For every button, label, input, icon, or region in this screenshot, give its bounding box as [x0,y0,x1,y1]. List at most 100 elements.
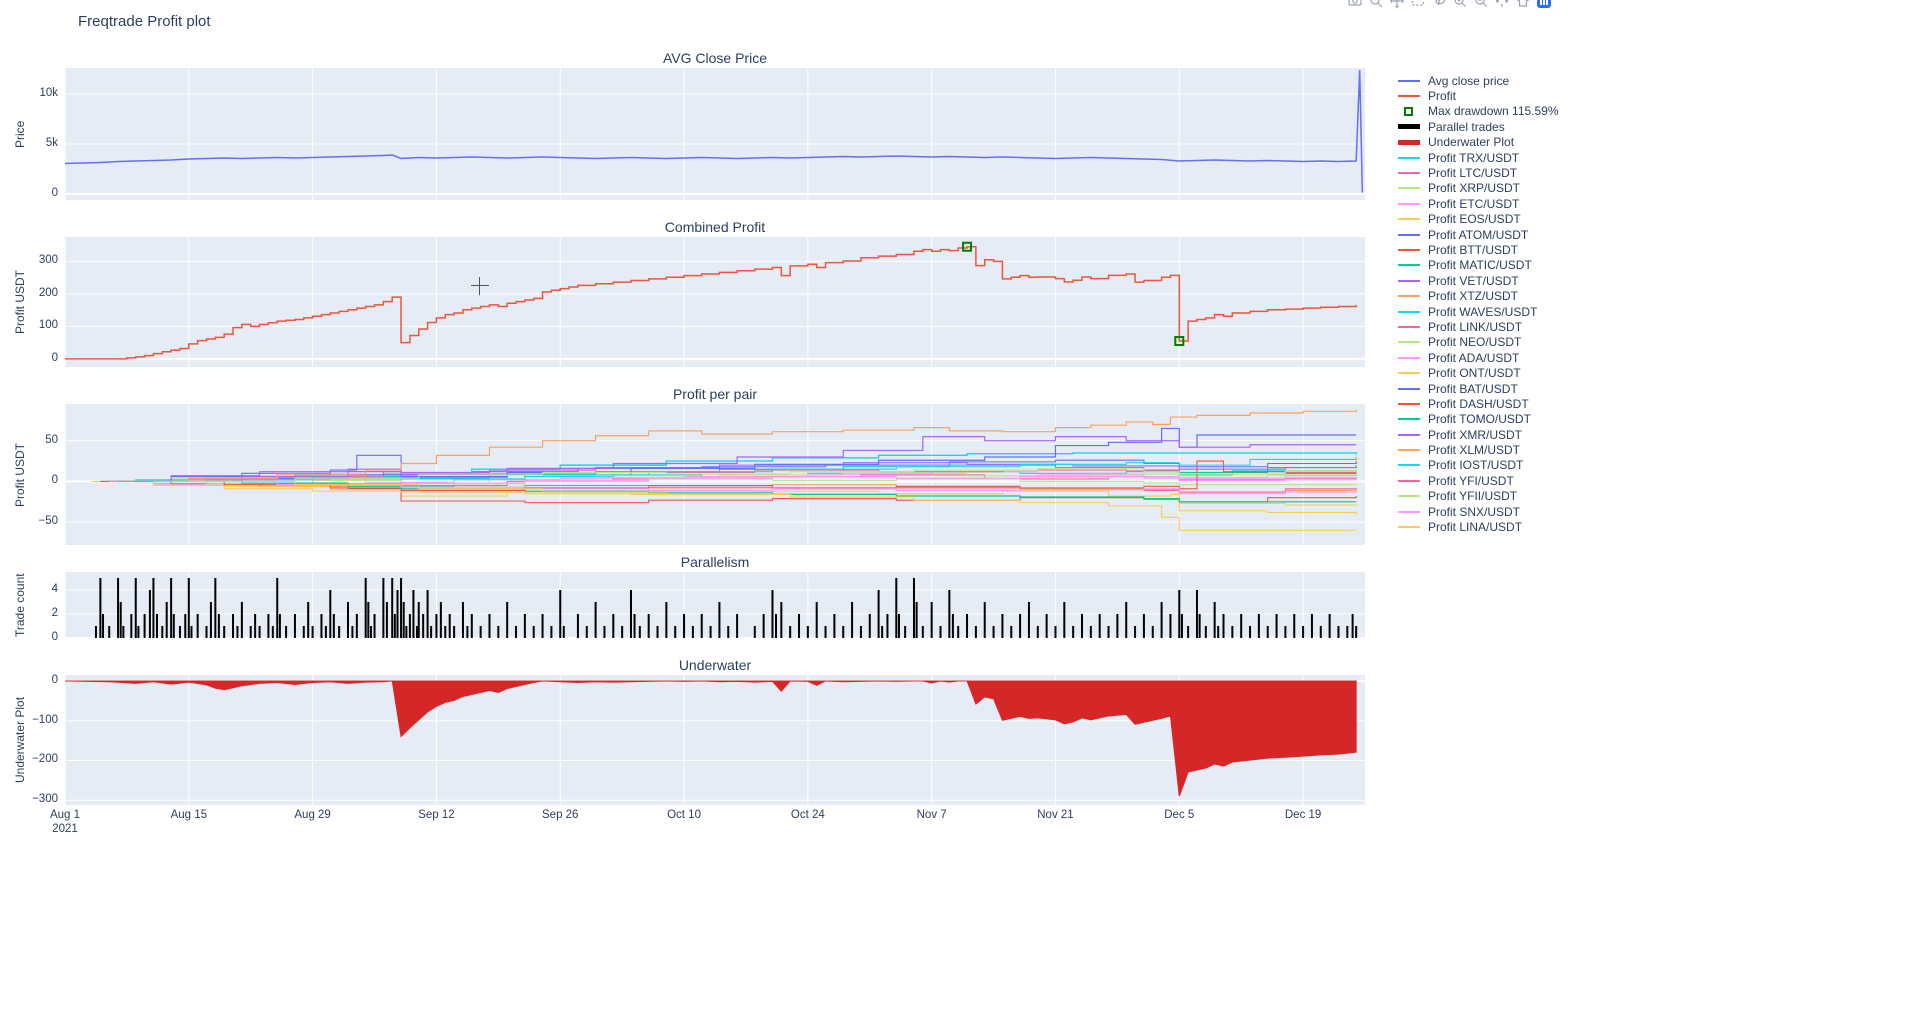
legend-label: Profit [1428,89,1457,104]
series-profit-yfii-usdt[interactable] [188,467,1357,482]
legend-item-profit-xrp-usdt[interactable]: Profit XRP/USDT [1398,181,1559,196]
plot-area-avg-close-price[interactable] [65,68,1365,200]
legend-item-profit-vet-usdt[interactable]: Profit VET/USDT [1398,273,1559,288]
download-plot-icon[interactable] [1347,0,1363,9]
legend-item-profit-link-usdt[interactable]: Profit LINK/USDT [1398,319,1559,334]
series-profit[interactable] [65,246,1357,360]
legend-item-profit-neo-usdt[interactable]: Profit NEO/USDT [1398,335,1559,350]
series-profit-vet-usdt[interactable] [109,462,1357,482]
series-profit-snx-usdt[interactable] [153,480,1357,495]
legend-line-icon [1398,248,1420,251]
plotly-logo-icon[interactable] [1536,0,1552,9]
y-tick-label: 0 [51,187,58,199]
legend-item-profit-matic-usdt[interactable]: Profit MATIC/USDT [1398,258,1559,273]
autoscale-icon[interactable] [1494,0,1510,9]
legend-item-profit[interactable]: Profit [1398,88,1559,103]
series-parallel-trades[interactable] [94,578,1358,638]
series-profit-xlm-usdt[interactable] [109,409,1357,483]
y-tick-label: −100 [32,713,58,726]
legend-item-profit-iost-usdt[interactable]: Profit IOST/USDT [1398,458,1559,473]
legend-item-profit-yfi-usdt[interactable]: Profit YFI/USDT [1398,473,1559,488]
legend-item-profit-ont-usdt[interactable]: Profit ONT/USDT [1398,365,1559,380]
zoom-in-icon[interactable] [1452,0,1468,9]
legend-line-icon [1398,295,1420,298]
legend-line-icon [1398,264,1420,267]
legend-item-avg-close-price[interactable]: Avg close price [1398,73,1559,88]
legend-line-icon [1398,79,1420,82]
plot-area-parallelism[interactable] [65,572,1365,638]
subplot-underwater: Underwater Underwater Plot 0 −100 −200 −300 [0,657,1910,823]
lasso-select-icon[interactable] [1431,0,1447,9]
legend-line-icon [1398,402,1420,405]
x-tick-label: Aug 15 [170,809,208,821]
legend-item-max-drawdown-115-59-[interactable]: Max drawdown 115.59% [1398,104,1559,119]
legend-item-profit-lina-usdt[interactable]: Profit LINA/USDT [1398,519,1559,534]
legend-label: Avg close price [1428,73,1510,88]
subplot-title: Combined Profit [664,219,766,235]
y-tick-label: 50 [45,433,58,446]
legend-line-icon [1398,95,1420,98]
legend-item-profit-atom-usdt[interactable]: Profit ATOM/USDT [1398,227,1559,242]
legend-label: Profit XMR/USDT [1428,427,1523,442]
box-select-icon[interactable] [1410,0,1426,9]
pan-icon[interactable] [1389,0,1405,9]
legend-label: Profit TRX/USDT [1428,150,1520,165]
legend-label: Profit ADA/USDT [1428,350,1520,365]
series-profit-xmr-usdt[interactable] [153,436,1357,483]
plotly-modebar [1347,0,1552,9]
legend-item-profit-snx-usdt[interactable]: Profit SNX/USDT [1398,504,1559,519]
legend-label: Profit MATIC/USDT [1428,258,1532,273]
legend-label: Profit TOMO/USDT [1428,412,1531,427]
series-profit-neo-usdt[interactable] [126,478,1357,486]
plot-background [65,572,1365,638]
legend-item-profit-xmr-usdt[interactable]: Profit XMR/USDT [1398,427,1559,442]
series-profit-iost-usdt[interactable] [118,456,1357,482]
y-tick-label: 300 [38,254,58,267]
legend-line-icon [1398,187,1420,190]
legend-item-profit-etc-usdt[interactable]: Profit ETC/USDT [1398,196,1559,211]
legend-item-profit-trx-usdt[interactable]: Profit TRX/USDT [1398,150,1559,165]
legend-item-profit-dash-usdt[interactable]: Profit DASH/USDT [1398,396,1559,411]
series-profit-dash-usdt[interactable] [135,460,1357,491]
y-tick-label: 2 [51,607,58,619]
legend-item-profit-ada-usdt[interactable]: Profit ADA/USDT [1398,350,1559,365]
series-underwater[interactable] [65,680,1357,797]
zoom-out-icon[interactable] [1473,0,1489,9]
plot-area-profit-per-pair[interactable] [65,404,1365,545]
y-tick-label: 0 [51,474,58,487]
legend-label: Profit YFII/USDT [1428,489,1518,504]
plot-area-underwater[interactable] [65,675,1365,805]
legend-item-profit-bat-usdt[interactable]: Profit BAT/USDT [1398,381,1559,396]
legend-item-profit-waves-usdt[interactable]: Profit WAVES/USDT [1398,304,1559,319]
zoom-icon[interactable] [1368,0,1384,9]
legend-line-icon [1398,310,1420,313]
plot-area-combined-profit[interactable] [65,237,1365,367]
legend-item-profit-xlm-usdt[interactable]: Profit XLM/USDT [1398,442,1559,457]
legend-item-profit-xtz-usdt[interactable]: Profit XTZ/USDT [1398,288,1559,303]
series-profit-bat-usdt[interactable] [153,427,1357,483]
legend-line-icon [1398,433,1420,436]
combined-profit-canvas[interactable] [65,237,1365,367]
x-tick-label: Oct 10 [667,809,701,821]
max-drawdown-markers[interactable] [962,241,1185,346]
profit-per-pair-canvas[interactable] [65,404,1365,545]
reset-axes-icon[interactable] [1515,0,1531,9]
legend-item-profit-eos-usdt[interactable]: Profit EOS/USDT [1398,212,1559,227]
legend-line-icon [1398,479,1420,482]
legend-item-profit-btt-usdt[interactable]: Profit BTT/USDT [1398,242,1559,257]
series-avg-close-price[interactable] [65,69,1364,193]
legend-line-icon [1398,202,1420,205]
legend-item-profit-yfii-usdt[interactable]: Profit YFII/USDT [1398,489,1559,504]
subplot-profit-per-pair: Profit per pair Profit USDT −50 0 50 [0,386,1910,552]
legend-item-parallel-trades[interactable]: Parallel trades [1398,119,1559,134]
legend-item-profit-ltc-usdt[interactable]: Profit LTC/USDT [1398,165,1559,180]
legend-item-profit-tomo-usdt[interactable]: Profit TOMO/USDT [1398,412,1559,427]
subplot-title: Parallelism [680,554,750,570]
x-axis-labels: Aug 1 2021 Aug 15 Aug 29 Sep 12 Sep 26 Oct 10 O… [50,808,1365,842]
legend-item-underwater-plot[interactable]: Underwater Plot [1398,135,1559,150]
avg-close-price-canvas[interactable] [65,68,1365,200]
series-profit-lina-usdt[interactable] [171,480,1357,531]
underwater-canvas[interactable] [65,675,1365,805]
parallelism-canvas[interactable] [65,572,1365,638]
subplot-title: Underwater [678,657,752,673]
